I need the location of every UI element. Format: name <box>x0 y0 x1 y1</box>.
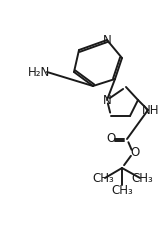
Text: N: N <box>103 33 111 46</box>
Text: NH: NH <box>142 104 160 117</box>
Text: CH₃: CH₃ <box>131 172 153 185</box>
Text: CH₃: CH₃ <box>92 172 114 185</box>
Text: N: N <box>103 93 111 106</box>
Text: O: O <box>130 147 140 160</box>
Text: H₂N: H₂N <box>28 65 50 79</box>
Text: CH₃: CH₃ <box>111 183 133 196</box>
Text: O: O <box>106 133 116 145</box>
